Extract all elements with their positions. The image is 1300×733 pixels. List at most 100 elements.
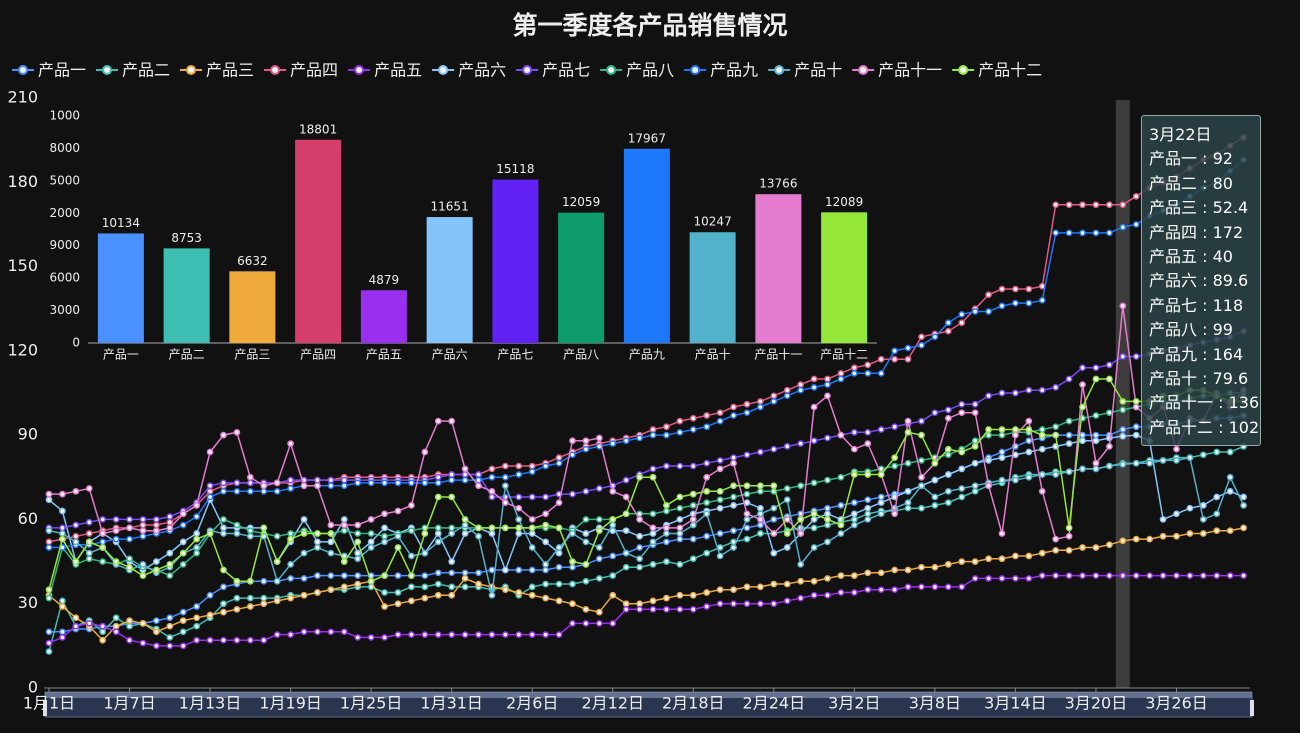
data-point (1038, 296, 1046, 304)
bar-y-tick-label: 6000 (49, 271, 80, 285)
data-point (1065, 546, 1073, 554)
data-point (1106, 229, 1113, 237)
tooltip-row: 产品十一 136 (1149, 391, 1260, 415)
data-point (985, 457, 992, 464)
data-point (622, 510, 630, 518)
data-point (1065, 440, 1073, 447)
data-point (1132, 403, 1140, 411)
data-point (797, 561, 805, 568)
data-point (1106, 462, 1113, 470)
data-point (488, 631, 496, 638)
data-point (528, 631, 536, 638)
tooltip-name: 产品十二 (1149, 417, 1214, 437)
data-point (891, 454, 898, 461)
tooltip-value: 80 (1212, 173, 1233, 193)
data-point (434, 631, 442, 638)
tooltip-row: 产品一 92 (1149, 147, 1260, 171)
data-point (72, 558, 80, 565)
data-point (488, 487, 496, 495)
tooltip-title: 3月22日 (1149, 125, 1212, 144)
data-point (1092, 375, 1100, 383)
data-point (59, 634, 66, 641)
data-point (985, 291, 992, 299)
data-point (85, 549, 93, 557)
data-point (394, 544, 402, 551)
data-point (327, 549, 335, 557)
data-point (153, 566, 160, 574)
zoom-handle[interactable] (43, 700, 47, 716)
data-point (179, 608, 187, 616)
data-point (220, 583, 227, 591)
data-point (850, 510, 858, 518)
data-point (72, 487, 80, 495)
data-point (703, 499, 711, 506)
data-point (528, 516, 536, 523)
tooltip-row: 产品二 80 (1149, 172, 1260, 196)
data-point (569, 600, 576, 608)
data-point (515, 530, 523, 537)
data-point (703, 487, 711, 495)
data-point (1025, 473, 1033, 481)
data-point (582, 516, 590, 523)
data-point (770, 530, 778, 537)
data-point (112, 622, 120, 630)
data-point (636, 434, 643, 442)
bar-value-label: 13766 (759, 177, 797, 191)
data-point (743, 490, 751, 498)
data-point (743, 510, 751, 518)
data-point (971, 575, 979, 582)
data-point (783, 580, 791, 588)
data-point (1240, 524, 1247, 532)
tooltip-row: 产品三 52.4 (1149, 196, 1260, 220)
data-point (757, 583, 764, 591)
data-point (998, 530, 1006, 537)
data-point (689, 462, 697, 470)
data-point (354, 521, 362, 529)
data-point (126, 516, 133, 523)
data-point (810, 544, 818, 551)
data-point (703, 412, 711, 419)
data-point (985, 426, 992, 433)
data-point (877, 426, 885, 433)
data-point (864, 516, 872, 523)
data-point (179, 642, 187, 650)
data-point (528, 524, 536, 532)
data-point (837, 473, 845, 481)
zoom-handle[interactable] (1250, 700, 1254, 716)
data-point (126, 524, 133, 532)
data-point (327, 628, 335, 636)
series-line (49, 305, 1245, 540)
data-point (112, 614, 120, 622)
data-point (864, 361, 872, 369)
legend[interactable]: 产品一 产品二 产品三 产品四 产品五 产品六 产品七 产品八 产品九 产品十 产品十一 产品十二 (12, 61, 1042, 80)
data-point (1052, 229, 1060, 237)
data-point (636, 600, 643, 608)
data-point (864, 471, 872, 478)
bar-value-label: 11651 (431, 200, 469, 214)
data-point (434, 479, 442, 487)
data-point (622, 605, 630, 613)
data-point (703, 459, 711, 467)
data-point (99, 530, 107, 537)
data-point (824, 476, 831, 484)
data-point (542, 462, 549, 470)
data-point (663, 423, 670, 431)
data-point (327, 538, 335, 546)
data-point (810, 384, 818, 391)
data-point (1199, 451, 1207, 459)
data-point (1038, 431, 1046, 439)
data-point (45, 496, 53, 504)
data-point (1213, 493, 1221, 501)
data-point (998, 575, 1006, 582)
data-point (904, 487, 912, 495)
data-point (354, 549, 362, 557)
data-point (502, 566, 509, 574)
x-tick-label: 1月13日 (179, 694, 242, 713)
y-tick-label: 30 (18, 593, 38, 612)
data-point (408, 583, 415, 591)
data-point (1119, 461, 1127, 468)
tooltip-sep (1197, 198, 1213, 217)
data-point (689, 535, 697, 543)
data-point (126, 563, 133, 571)
data-point (139, 639, 147, 647)
